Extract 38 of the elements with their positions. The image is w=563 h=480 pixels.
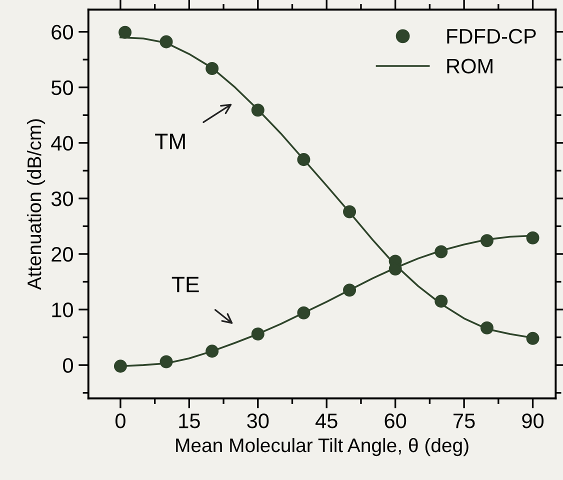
y-tick-label: 40: [51, 136, 73, 151]
point: [206, 62, 219, 75]
point: [118, 26, 132, 39]
point: [297, 306, 310, 320]
point: [480, 321, 494, 334]
y-tick-label: 10: [52, 302, 73, 318]
point: [480, 234, 494, 248]
point: [160, 355, 173, 368]
point: [434, 294, 448, 308]
y-tick-label: 20: [52, 246, 73, 262]
x-axis-title: Mean Molecular Tilt Angle, θ (deg): [176, 438, 468, 456]
point: [297, 153, 310, 166]
point: [251, 327, 264, 340]
x-tick-label: 60: [384, 414, 406, 428]
y-tick-label: 60: [52, 24, 73, 40]
annotation: TE: [172, 276, 199, 292]
y-tick-label: 50: [51, 80, 73, 96]
legend-label: FDFD-CP: [447, 28, 536, 44]
point: [343, 284, 356, 297]
x-tick-label: 75: [454, 414, 475, 428]
point: [206, 344, 219, 358]
x-tick-label: 15: [179, 414, 200, 428]
point: [343, 205, 356, 218]
point: [251, 104, 264, 117]
x-tick-label: 90: [522, 414, 544, 428]
point: [114, 360, 127, 373]
point: [434, 245, 448, 258]
y-tick-label: 0: [63, 358, 73, 373]
legend-label: ROM: [447, 58, 492, 74]
point: [160, 35, 173, 48]
x-tick-label: 0: [115, 414, 126, 428]
y-axis-title: Attenuation (dB/cm): [26, 119, 46, 290]
y-tick-label: 30: [51, 191, 73, 206]
annotation: TM: [155, 134, 185, 150]
x-tick-label: 30: [247, 414, 269, 428]
x-tick-label: 45: [316, 414, 338, 428]
point: [526, 231, 540, 244]
point: [526, 332, 540, 345]
